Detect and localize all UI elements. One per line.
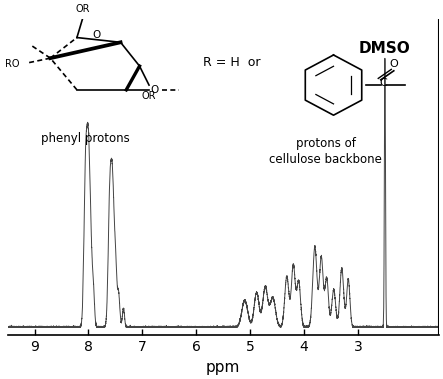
Text: DMSO: DMSO [359,41,411,56]
Text: protons of
cellulose backbone: protons of cellulose backbone [269,137,382,166]
X-axis label: ppm: ppm [206,360,241,375]
Text: phenyl protons: phenyl protons [41,132,130,145]
